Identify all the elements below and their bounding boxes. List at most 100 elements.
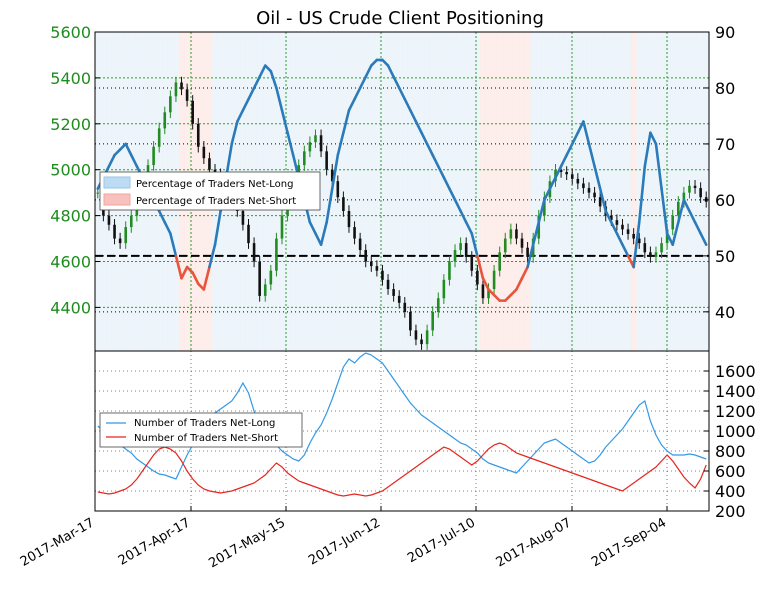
net-long-pct-segment — [515, 276, 524, 291]
candle-body — [570, 174, 574, 179]
candle-body — [626, 229, 630, 234]
net-long-pct-segment — [654, 142, 663, 190]
background-band — [608, 32, 615, 351]
background-band — [474, 32, 481, 351]
net-long-pct-segment — [476, 254, 485, 280]
right-tick-label: 40 — [715, 303, 735, 322]
candle-body — [565, 171, 568, 175]
net-long-pct-segment — [403, 97, 412, 112]
background-band — [625, 32, 632, 351]
net-long-pct-segment — [582, 120, 591, 146]
net-long-pct-segment — [230, 120, 239, 146]
background-band — [457, 32, 464, 351]
net-long-pct-segment — [336, 131, 345, 157]
net-long-pct-segment — [610, 220, 619, 235]
candle-body — [582, 183, 585, 189]
net-long-pct-segment — [548, 176, 557, 190]
background-band — [502, 32, 509, 351]
net-long-pct-segment — [269, 69, 278, 90]
net-long-pct-segment — [325, 187, 334, 224]
candle-body — [370, 261, 373, 267]
candle-body — [113, 224, 116, 239]
net-long-pct-segment — [414, 120, 423, 135]
background-band — [346, 32, 353, 351]
candle-body — [169, 96, 172, 113]
net-long-pct-segment — [660, 187, 669, 235]
net-long-pct-segment — [169, 232, 178, 258]
background-band — [653, 32, 660, 351]
candle-body — [202, 146, 206, 159]
x-tick-label: 2017-Sep-04 — [589, 515, 669, 570]
net-long-pct-segment — [208, 243, 217, 269]
candle-body — [470, 256, 474, 271]
candle-body — [598, 197, 602, 207]
right-tick-label: 80 — [715, 79, 735, 98]
net-long-pct-segment — [107, 153, 116, 168]
x-tick-label: 2017-Aug-07 — [494, 515, 574, 570]
net-long-pct-segment — [543, 187, 552, 202]
net-long-pct-segment — [113, 148, 122, 157]
candle-body — [632, 233, 635, 239]
top-legend-box — [99, 171, 321, 211]
right-tick-label: 60 — [715, 191, 735, 210]
candle-body — [593, 192, 596, 198]
right-tick-label: 50 — [715, 247, 735, 266]
net-long-pct-segment — [676, 198, 686, 224]
candle-body — [191, 100, 194, 124]
candle-body — [654, 252, 658, 257]
net-long-pct-segment — [621, 243, 630, 258]
candle-body — [364, 250, 368, 262]
candle-body — [174, 82, 178, 97]
candle-body — [409, 311, 412, 331]
background-band — [368, 32, 375, 351]
net-long-pct-segment — [464, 220, 474, 235]
right-tick-label: 90 — [715, 23, 735, 42]
net-long-pct-segment — [665, 232, 675, 246]
net-long-pct-segment — [191, 271, 200, 286]
background-band — [602, 32, 609, 351]
candle-body — [319, 135, 323, 152]
background-band — [452, 32, 459, 351]
candle-body — [559, 169, 563, 172]
bottom-tick-label: 1200 — [715, 402, 756, 421]
background-band — [351, 32, 358, 351]
background-band — [480, 32, 487, 351]
background-band — [614, 32, 620, 351]
candle-body — [693, 185, 697, 189]
net-long-pct-segment — [537, 198, 546, 224]
candle-body — [208, 158, 211, 170]
net-long-pct-segment — [364, 64, 373, 79]
candle-body — [381, 270, 384, 280]
x-tick-label: 2017-May-15 — [206, 515, 288, 571]
net-long-pct-segment — [688, 209, 697, 224]
net-long-pct-segment — [554, 165, 563, 179]
candle-body — [643, 243, 647, 253]
candle-body — [442, 279, 446, 299]
net-long-pct-segment — [263, 64, 273, 73]
x-tick-label: 2017-Apr-17 — [116, 515, 193, 568]
background-band — [675, 32, 682, 351]
candle-body — [520, 238, 524, 248]
net-long-pct-segment — [453, 198, 462, 213]
net-long-pct-segment — [180, 265, 189, 280]
net-long-pct-segment — [174, 254, 183, 280]
candle-body — [314, 135, 317, 143]
net-long-pct-segment — [492, 293, 501, 302]
candle-body — [476, 270, 479, 285]
net-long-pct-segment — [386, 64, 395, 79]
candle-body — [509, 229, 513, 239]
net-long-pct-segment — [202, 265, 211, 291]
background-band — [519, 32, 526, 351]
background-band — [642, 32, 648, 351]
candle-body — [308, 142, 312, 152]
net-long-pct-segment — [275, 86, 284, 112]
background-band — [396, 32, 403, 351]
net-long-pct-segment — [520, 265, 529, 280]
candle-body — [342, 197, 345, 212]
candle-body — [403, 302, 407, 312]
candle-body — [487, 289, 490, 299]
left-tick-label: 5000 — [50, 161, 91, 180]
net-long-pct-segment — [693, 220, 702, 235]
net-long-pct-segment — [420, 131, 429, 146]
